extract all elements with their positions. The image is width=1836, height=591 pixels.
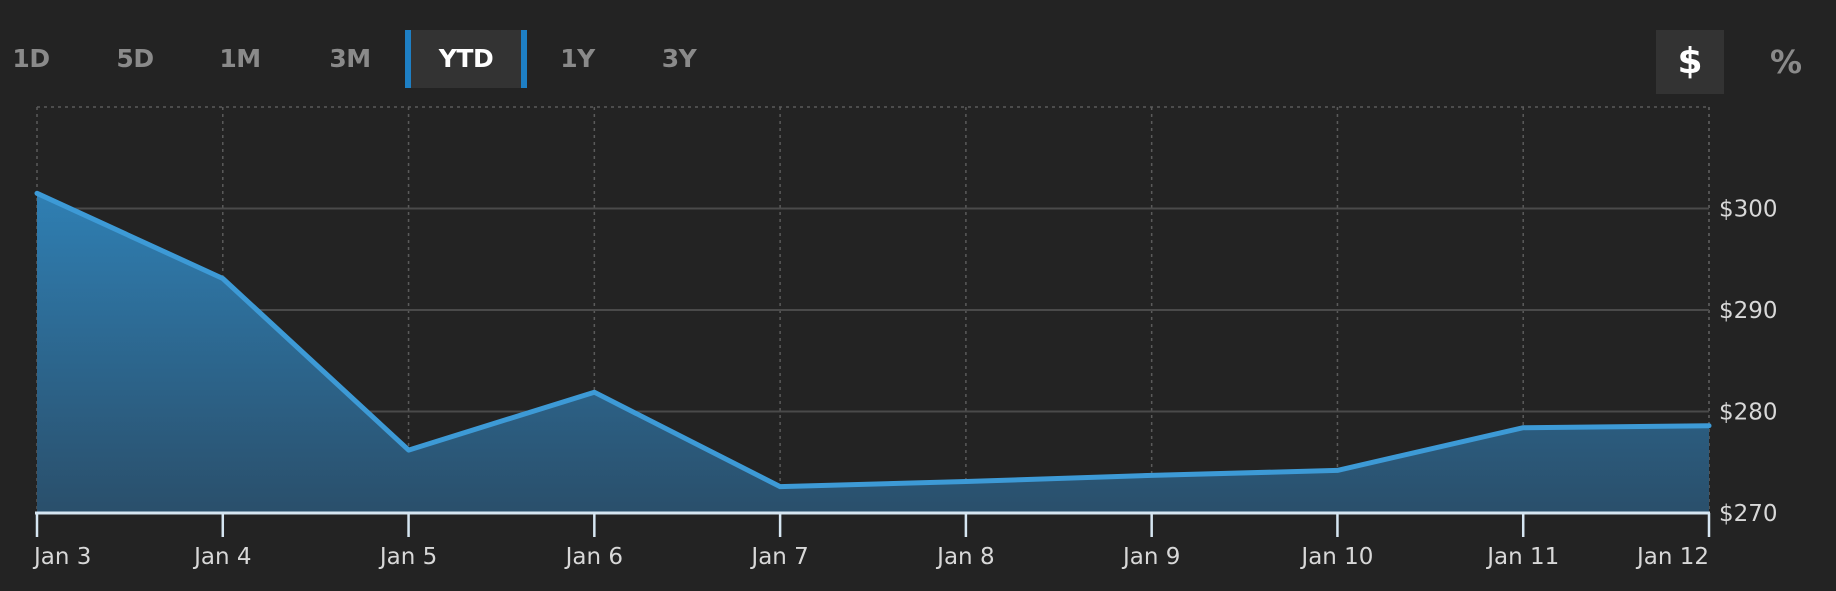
y-tick-label: $270 [1719, 501, 1778, 527]
x-tick-label: Jan 5 [378, 544, 437, 570]
unit-toggle: $ % [1636, 30, 1836, 94]
range-ytd-button[interactable]: YTD [405, 30, 527, 88]
x-tick-label: Jan 12 [1635, 544, 1709, 570]
percent-unit-button[interactable]: % [1769, 43, 1803, 81]
x-tick-label: Jan 6 [564, 544, 623, 570]
price-line [34, 190, 1712, 490]
range-1d-button[interactable]: 1D [12, 44, 50, 73]
x-tick-label: Jan 4 [192, 544, 251, 570]
price-area [37, 193, 1709, 514]
x-tick-label: Jan 11 [1485, 544, 1559, 570]
y-tick-label: $290 [1719, 298, 1778, 324]
range-1m-button[interactable]: 1M [219, 44, 261, 73]
range-3y-button[interactable]: 3Y [661, 44, 697, 73]
x-tick-label: Jan 9 [1121, 544, 1180, 570]
x-tick-label: Jan 7 [749, 544, 808, 570]
range-1y-button[interactable]: 1Y [560, 44, 595, 73]
range-3m-button[interactable]: 3M [329, 44, 371, 73]
y-axis: $270 $280 $290 $300 [1719, 197, 1778, 528]
x-tick-label: Jan 3 [32, 544, 91, 570]
x-tick-label: Jan 8 [935, 544, 994, 570]
data-points [36, 193, 1710, 487]
x-axis: Jan 3 Jan 4 Jan 5 Jan 6 Jan 7 Jan 8 Jan 9 Jan 1… [32, 511, 1711, 570]
range-5d-button[interactable]: 5D [116, 44, 154, 73]
y-tick-label: $280 [1719, 400, 1778, 426]
dollar-unit-button[interactable]: $ [1656, 30, 1724, 94]
y-tick-label: $300 [1719, 197, 1778, 223]
x-tick-label: Jan 10 [1299, 544, 1373, 570]
range-selector: 1D 5D 1M 3M YTD 1Y 3Y [0, 30, 760, 88]
